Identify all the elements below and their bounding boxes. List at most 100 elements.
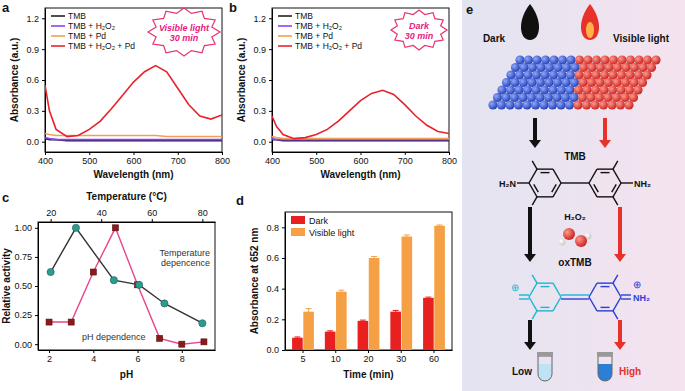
vial <box>538 356 552 381</box>
atom-sphere <box>616 100 625 109</box>
tick-label: 5 <box>301 354 306 364</box>
atom-sphere <box>531 100 540 109</box>
amine-label: NH₂ <box>634 179 651 189</box>
bond <box>532 161 537 169</box>
tick-label: 60 <box>429 354 439 364</box>
tick-label: 0.2 <box>266 315 279 325</box>
bond <box>537 168 553 169</box>
bond <box>541 307 550 308</box>
legend-label: TMB + H₂O₂ <box>68 21 115 31</box>
x-axis-title: Time (min) <box>343 369 393 380</box>
x-axis: 400 500 600 700 800 <box>265 152 457 166</box>
error-bar <box>360 320 366 322</box>
legend: DarkVisible light <box>291 216 355 238</box>
bar <box>358 321 369 350</box>
tick: 700 <box>171 152 186 166</box>
tick-mark <box>316 152 317 155</box>
tick-label: 0.3 <box>253 106 266 116</box>
outcome-label: High <box>619 366 641 377</box>
bond <box>597 168 613 169</box>
tick: 1.2 <box>26 14 45 24</box>
arrow-head <box>614 254 626 262</box>
tick-mark <box>433 350 434 353</box>
tick-mark <box>282 258 285 259</box>
bond <box>552 184 557 192</box>
panel-label: e <box>466 2 473 17</box>
tick: 10 <box>331 350 341 364</box>
atom-sphere <box>607 100 616 109</box>
tick: 0.50 <box>14 281 38 291</box>
bond <box>529 183 537 197</box>
tick-label: 0.8 <box>266 223 279 233</box>
tick-label: 0.0 <box>266 345 279 355</box>
bar <box>336 292 347 350</box>
bond <box>613 161 618 169</box>
tick-mark <box>42 18 45 19</box>
flame-icon <box>521 4 539 40</box>
bar <box>390 312 401 350</box>
vial <box>598 356 612 381</box>
tick-label: 500 <box>309 156 324 166</box>
tick: 0.0 <box>253 137 272 147</box>
point <box>136 281 143 288</box>
tick-label: 600 <box>353 156 368 166</box>
bond <box>561 182 589 183</box>
panel-label: d <box>236 193 244 208</box>
atom-sphere <box>563 228 575 240</box>
tick-label: 20 <box>363 354 373 364</box>
tick-mark <box>449 152 450 155</box>
bar <box>423 298 434 350</box>
charge-label: ⊕ <box>511 282 519 293</box>
legend-swatch <box>278 35 292 37</box>
annotation-burst <box>148 8 220 56</box>
plot-area <box>272 90 449 140</box>
bar <box>434 226 445 350</box>
x-axis: 510203060 <box>286 350 453 364</box>
tick-label: 700 <box>171 156 186 166</box>
error-bar <box>294 337 300 339</box>
bond <box>553 297 561 311</box>
point <box>157 335 163 341</box>
tick-mark <box>335 350 336 353</box>
x-axis-title: Wavelength (nm) <box>93 169 173 180</box>
tick: 8 <box>180 350 185 364</box>
molecule-label: TMB <box>564 151 586 162</box>
annotation: Dark <box>409 21 430 31</box>
tick: 0.2 <box>266 315 285 325</box>
axis-line <box>285 213 286 351</box>
tick-label: 400 <box>38 156 53 166</box>
bond <box>553 169 561 183</box>
tick: 0.6 <box>26 75 45 85</box>
arrow-shaft <box>528 207 532 255</box>
tick-label: 800 <box>442 156 457 166</box>
tick-mark <box>222 152 223 155</box>
x2-axis-title: Temperature (°C) <box>86 191 167 202</box>
bond <box>589 183 597 197</box>
axis-line <box>39 222 216 223</box>
bond <box>597 196 613 197</box>
tick-label: 8 <box>180 354 185 364</box>
tick-mark <box>178 152 179 155</box>
bar <box>402 237 413 350</box>
tick: 60 <box>147 208 157 222</box>
tick-label: 0.9 <box>26 45 39 55</box>
tick: 400 <box>265 152 280 166</box>
tick: 0.8 <box>266 223 285 233</box>
atom-sphere <box>556 100 565 109</box>
vial-cap <box>597 352 613 356</box>
atom-sphere <box>539 100 548 109</box>
series-line <box>45 66 222 137</box>
tick: 80 <box>198 208 208 222</box>
tick-mark <box>401 350 402 353</box>
tick-mark <box>361 152 362 155</box>
tick: 800 <box>215 152 230 166</box>
tick-label: 700 <box>398 156 413 166</box>
x-axis: 400500600700800 <box>38 152 230 166</box>
bond <box>529 297 537 311</box>
x-axis: 2468 <box>39 350 216 364</box>
tick-mark <box>42 49 45 50</box>
bond <box>537 196 553 197</box>
tick: 500 <box>82 152 97 166</box>
y-axis-title: Absorbance (a.u.) <box>236 38 247 122</box>
tick-mark <box>51 219 52 222</box>
